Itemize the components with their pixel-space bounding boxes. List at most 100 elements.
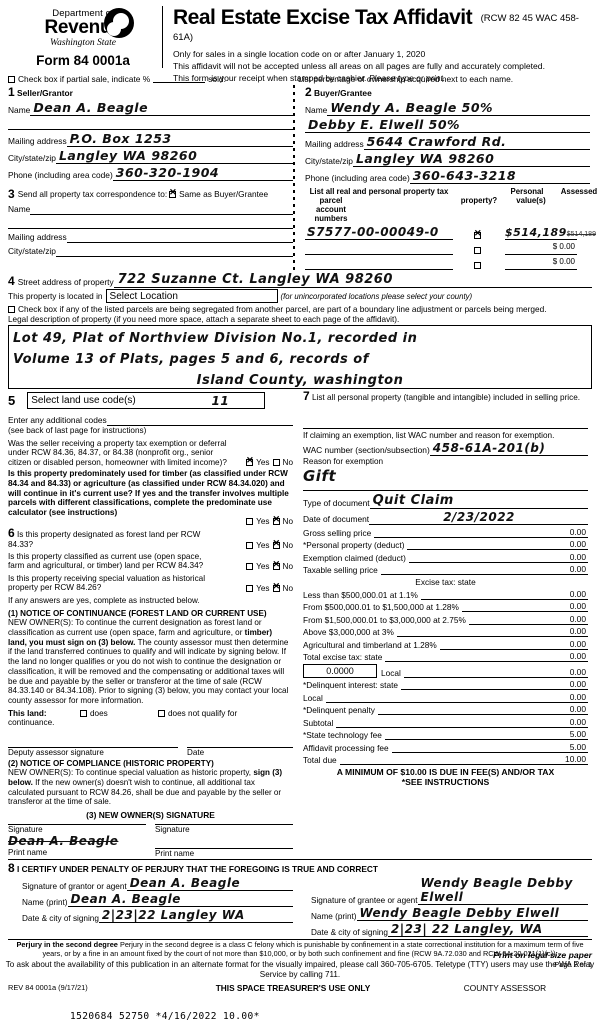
seller-phone-field[interactable]: Phone (including area code) 360-320-1904 xyxy=(8,165,293,181)
currentuse-answer[interactable]: Yes No xyxy=(243,560,293,571)
legal-description-line2: Volume 13 of Plats, pages 5 and 6, recor… xyxy=(13,352,369,367)
landuse-code-select[interactable]: Select land use code(s) 11 xyxy=(27,392,266,409)
street-address-field[interactable]: 4 Street address of property 722 Suzanne… xyxy=(8,272,592,288)
tax-row-value[interactable]: 0.00 xyxy=(536,679,588,691)
seller-name2-field[interactable] xyxy=(8,117,293,130)
correspondence-mailing-field[interactable]: Mailing address xyxy=(8,230,293,243)
currentuse-no-checkbox[interactable] xyxy=(272,560,280,570)
tax-row-value[interactable]: 0.00 xyxy=(536,692,588,703)
tax-row-value[interactable]: 0.00 xyxy=(536,539,588,551)
buyer-city-field[interactable]: City/state/zip Langley WA 98260 xyxy=(305,151,590,167)
additional-codes-field[interactable]: Enter any additional codes xyxy=(8,413,293,426)
forest-yes-checkbox[interactable] xyxy=(246,541,254,549)
buyer-name-field[interactable]: Name Wendy A. Beagle 50% xyxy=(305,100,590,116)
historic-question-row: Is this property receiving special valua… xyxy=(8,574,293,593)
tax-bracket-value[interactable]: 0.00 xyxy=(536,651,588,663)
tax-row-value[interactable]: 0.00 xyxy=(536,564,588,576)
tax-row-label: Gross selling price xyxy=(303,527,372,538)
tax-row-value[interactable]: 5.00 xyxy=(536,729,588,741)
tax-row-value[interactable]: 5.00 xyxy=(536,742,588,753)
timber-no-checkbox[interactable] xyxy=(272,515,280,526)
assessor-date-cell[interactable]: Date xyxy=(187,733,293,757)
table-row[interactable]: S7577-00-00049-0 $514,189$514,189 xyxy=(305,225,596,240)
location-select[interactable]: Select Location xyxy=(105,289,278,303)
buyer-phone-field[interactable]: Phone (including area code) 360-643-3218 xyxy=(305,168,590,184)
historic-yes-checkbox[interactable] xyxy=(246,584,254,592)
tax-row-value[interactable]: 0.00 xyxy=(536,717,588,728)
historic-answer[interactable]: Yes No xyxy=(243,582,293,593)
grantee-date-field[interactable]: Date & city of signing 2|23| 22 Langley,… xyxy=(311,922,588,938)
header-typeprint-text: Please type or print. xyxy=(368,73,446,83)
seller-city-field[interactable]: City/state/zip Langley WA 98260 xyxy=(8,148,293,164)
seller-mailing-field[interactable]: Mailing address P.O. Box 1253 xyxy=(8,131,293,147)
tax-bracket-value[interactable]: 0.00 xyxy=(536,639,588,650)
personal-property-checkbox[interactable] xyxy=(474,229,482,239)
tax-row-value[interactable]: 0.00 xyxy=(536,704,588,716)
local-value[interactable]: 0.00 xyxy=(536,667,588,678)
grantee-name-field[interactable]: Name (print) Wendy Beagle Debby Elwell xyxy=(311,906,588,922)
personal-property-cell[interactable] xyxy=(453,246,505,255)
wac-number-field[interactable]: WAC number (section/subsection) 458-61A-… xyxy=(303,441,588,457)
total-due-row: Total due 10.00 xyxy=(303,754,588,766)
parcel-number-input[interactable] xyxy=(305,257,453,270)
assessed-value-cell[interactable]: $ 0.00 xyxy=(505,257,577,270)
tax-bracket-value[interactable]: 0.00 xyxy=(536,626,588,638)
tax-row-value[interactable]: 0.00 xyxy=(536,527,588,538)
grantor-date-field[interactable]: Date & city of signing 2|23|22 Langley W… xyxy=(22,908,293,924)
seller-name-field[interactable]: Name Dean A. Beagle xyxy=(8,100,293,116)
does-not-qualify-option[interactable]: does not qualify for xyxy=(158,709,237,718)
local-rate-input[interactable]: 0.0000 xyxy=(303,663,377,678)
personal-property-cell[interactable] xyxy=(453,229,505,240)
assessor-signature-cell[interactable]: Deputy assessor signature xyxy=(8,733,178,757)
grantee-signature-field[interactable]: Signature of grantee or agent Wendy Beag… xyxy=(311,876,588,906)
personal-property-checkbox[interactable] xyxy=(474,262,481,269)
grantor-name-field[interactable]: Name (print) Dean A. Beagle xyxy=(22,892,293,908)
correspondence-name-field[interactable]: Name xyxy=(8,202,293,215)
timber-answer[interactable]: Yes No xyxy=(8,515,293,526)
total-due-value[interactable]: 10.00 xyxy=(536,754,588,766)
reason-for-exemption-input[interactable]: Gift xyxy=(303,467,588,491)
timber-yes-checkbox[interactable] xyxy=(246,518,254,526)
tax-bracket-value[interactable]: 0.00 xyxy=(536,601,588,613)
parcel-number-input[interactable]: S7577-00-00049-0 xyxy=(305,225,453,240)
new-owner-sig2-cell[interactable]: Signature Print name xyxy=(155,824,293,858)
personal-property-input[interactable] xyxy=(303,403,588,429)
personal-property-checkbox[interactable] xyxy=(474,247,481,254)
partial-sale-checkbox[interactable] xyxy=(8,75,15,83)
tax-row-value[interactable]: 0.00 xyxy=(536,552,588,563)
new-owner-sig1-cell[interactable]: Signature Dean A. Beagle Print name xyxy=(8,824,146,858)
tax-bracket-value[interactable]: 0.00 xyxy=(536,589,588,600)
forest-answer[interactable]: Yes No xyxy=(243,539,293,550)
compliance-body-c: If the new owner(s) doesn't wish to cont… xyxy=(8,778,282,807)
parcel-number-input[interactable] xyxy=(305,242,453,255)
docdate-field[interactable]: Date of document 2/23/2022 xyxy=(303,510,588,525)
table-row[interactable]: $ 0.00 xyxy=(305,257,590,270)
buyer-phone-value: 360-643-3218 xyxy=(412,168,517,183)
tax-bracket-leader xyxy=(385,653,536,663)
grantor-signature-field[interactable]: Signature of grantor or agent Dean A. Be… xyxy=(22,876,293,892)
assessed-value-cell[interactable]: $ 0.00 xyxy=(505,242,577,255)
buyer-name2-field[interactable]: Debby E. Elwell 50% xyxy=(305,117,590,133)
correspondence-name2-field[interactable] xyxy=(8,216,293,229)
forest-no-checkbox[interactable] xyxy=(272,539,280,549)
segregated-checkbox[interactable] xyxy=(8,306,15,313)
correspondence-city-field[interactable]: City/state/zip xyxy=(8,244,293,257)
does-not-qualify-checkbox[interactable] xyxy=(158,709,165,717)
assessed-value-cell[interactable]: $514,189$514,189 xyxy=(505,226,596,240)
exemption-no-checkbox[interactable] xyxy=(272,459,280,467)
table-row[interactable]: $ 0.00 xyxy=(305,242,590,255)
tax-bracket-value[interactable]: 0.00 xyxy=(536,614,588,625)
legal-description-input[interactable]: Lot 49, Plat of Northview Division No.1,… xyxy=(8,325,592,389)
historic-no-checkbox[interactable] xyxy=(272,582,280,592)
tax-bracket-label: Above $3,000,000 at 3% xyxy=(303,627,394,638)
does-qualify-option[interactable]: does xyxy=(80,709,158,718)
exemption-answer[interactable]: Yes No xyxy=(243,456,293,467)
buyer-mailing-field[interactable]: Mailing address 5644 Crawford Rd. xyxy=(305,134,590,150)
doctype-field[interactable]: Type of document Quit Claim xyxy=(303,493,588,509)
personal-property-cell[interactable] xyxy=(453,261,505,270)
same-as-buyer-checkbox[interactable] xyxy=(169,188,177,198)
does-qualify-checkbox[interactable] xyxy=(80,709,87,717)
exemption-yes-checkbox[interactable] xyxy=(246,456,254,467)
partial-sale-percent-input[interactable] xyxy=(153,75,206,83)
currentuse-yes-checkbox[interactable] xyxy=(246,562,254,570)
